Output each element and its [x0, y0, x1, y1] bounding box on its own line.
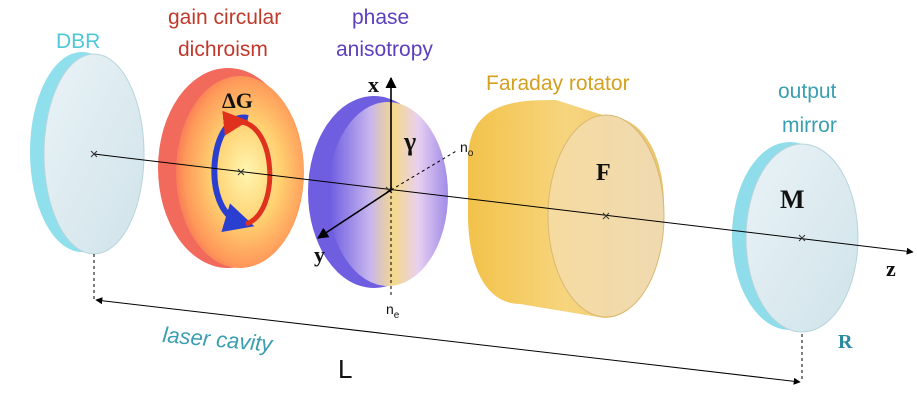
- center-marks: [90, 150, 806, 242]
- delta-g-symbol: ΔG: [222, 88, 253, 113]
- output-label-line2: mirror: [782, 114, 837, 137]
- gain-label-line2: dichroism: [178, 38, 268, 61]
- phase-label-line1: phase: [352, 6, 409, 29]
- length-label: L: [338, 354, 352, 384]
- y-axis-arrow: [317, 189, 392, 239]
- m-symbol: M: [780, 185, 805, 214]
- x-axis-label: x: [368, 72, 379, 97]
- phase-anisotropy-disk: [308, 96, 448, 288]
- dbr-label: DBR: [56, 30, 100, 53]
- faraday-label: Faraday rotator: [486, 72, 630, 95]
- output-label-line1: output: [778, 80, 837, 103]
- optical-axis: [93, 153, 914, 255]
- output-mirror: [732, 142, 859, 333]
- gamma-symbol: γ: [403, 127, 416, 156]
- red-circular-arrow: [222, 110, 273, 227]
- cavity-length-arrow: [95, 297, 801, 385]
- phase-label-line2: anisotropy: [336, 38, 433, 61]
- faraday-rotator: [468, 100, 665, 318]
- f-symbol: F: [596, 160, 611, 186]
- z-axis-label: z: [886, 256, 896, 281]
- laser-cavity-label: laser cavity: [162, 322, 276, 357]
- n-o-label: no: [460, 139, 474, 159]
- n-e-label: ne: [386, 301, 400, 321]
- y-axis-label: y: [314, 242, 325, 267]
- gain-dichroism-disk: [158, 68, 304, 268]
- n-o-axis: [390, 149, 459, 191]
- r-symbol: R: [838, 331, 853, 353]
- gain-label-line1: gain circular: [168, 6, 281, 29]
- dbr-mirror: [30, 52, 145, 255]
